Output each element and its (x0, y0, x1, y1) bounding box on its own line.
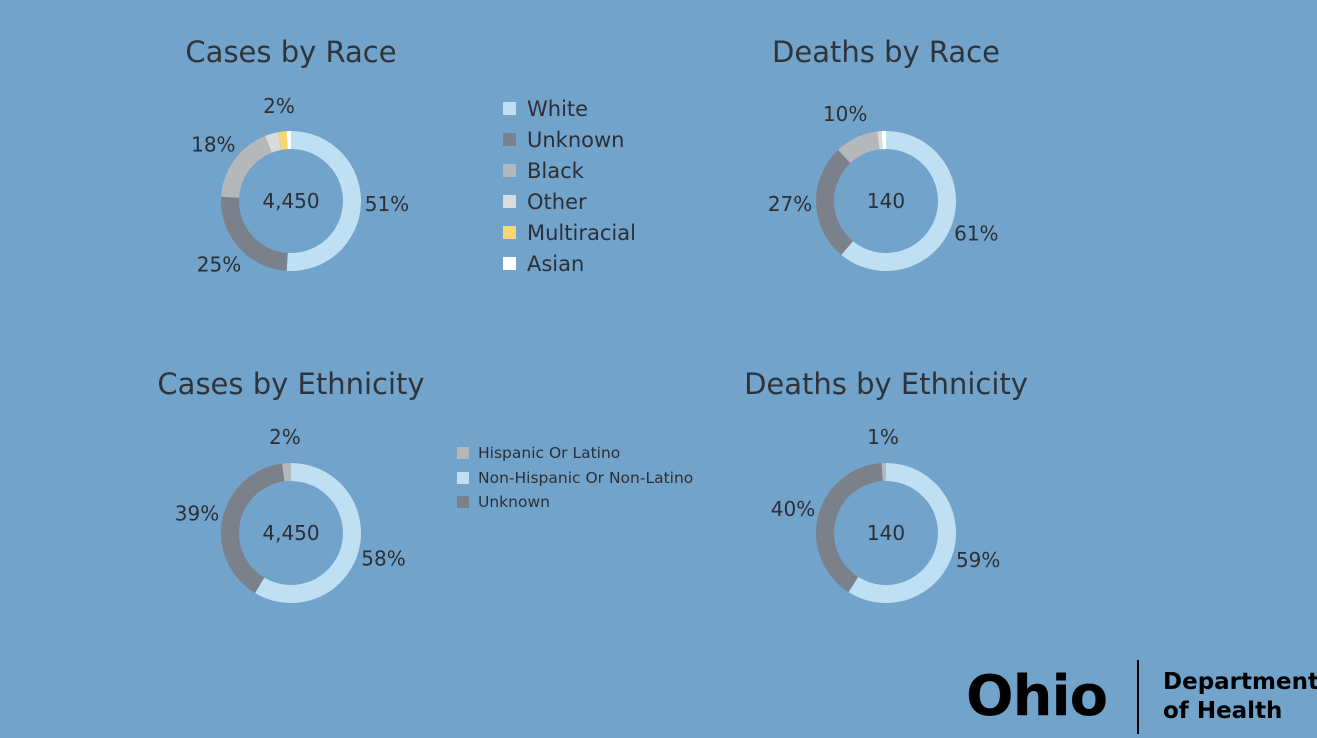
slice-percent-label: 2% (269, 425, 301, 449)
legend-swatch (457, 496, 469, 509)
deaths-by-race-title: Deaths by Race (772, 35, 1000, 69)
deaths-by-ethnicity-title: Deaths by Ethnicity (744, 367, 1028, 401)
donut-slice-unknown[interactable] (816, 149, 853, 255)
legend-swatch (457, 471, 469, 484)
legend-label: White (527, 96, 589, 121)
legend-label: Hispanic Or Latino (478, 444, 621, 463)
legend-label: Black (527, 158, 584, 183)
legend-label: Non-Hispanic Or Non-Latino (478, 468, 694, 487)
logo-line-2: of Health (1163, 698, 1283, 724)
donut-slice-black[interactable] (838, 131, 880, 164)
ethnicity-legend: Hispanic Or Latino Non-Hispanic Or Non-L… (457, 441, 693, 515)
legend-item-asian[interactable]: Asian (503, 248, 636, 279)
legend-item-multiracial[interactable]: Multiracial (503, 217, 636, 248)
slice-percent-label: 40% (771, 497, 815, 521)
slice-percent-label: 18% (191, 133, 235, 157)
cases-by-race-title: Cases by Race (185, 35, 397, 69)
legend-item-black[interactable]: Black (503, 155, 636, 186)
donut-slice-hispanic-or-latino[interactable] (881, 463, 886, 482)
donut-slice-unknown[interactable] (221, 196, 288, 271)
donut-center-total: 4,450 (262, 189, 319, 213)
slice-percent-label: 1% (867, 425, 899, 449)
logo-department-text: Department of Health (1163, 668, 1317, 726)
slice-percent-label: 58% (361, 547, 405, 571)
legend-item-unknown[interactable]: Unknown (503, 124, 636, 155)
legend-swatch (503, 195, 516, 208)
donut-center-total: 140 (867, 521, 905, 545)
slice-percent-label: 39% (175, 501, 219, 525)
slice-percent-label: 61% (954, 222, 998, 246)
donut-slice-white[interactable] (286, 131, 362, 271)
donut-slice-other[interactable] (877, 131, 883, 150)
donut-slice-non-hispanic-or-non-latino[interactable] (255, 463, 362, 604)
legend-item-unknown-ethnicity[interactable]: Unknown (457, 490, 693, 515)
logo-divider (1137, 660, 1139, 734)
donut-slice-asian[interactable] (881, 131, 886, 150)
legend-item-hispanic[interactable]: Hispanic Or Latino (457, 441, 693, 466)
legend-swatch (503, 226, 516, 239)
donut-center-total: 4,450 (262, 521, 319, 545)
donut-center-total: 140 (867, 189, 905, 213)
donut-slice-white[interactable] (841, 131, 956, 271)
legend-label: Multiracial (527, 220, 636, 245)
donut-slice-unknown[interactable] (221, 463, 285, 594)
legend-item-other[interactable]: Other (503, 186, 636, 217)
slice-percent-label: 51% (365, 192, 409, 216)
slice-percent-label: 2% (263, 94, 295, 118)
donut-slice-asian[interactable] (286, 131, 291, 150)
legend-label: Other (527, 189, 587, 214)
donut-slice-multiracial[interactable] (277, 131, 288, 150)
legend-label: Unknown (478, 493, 550, 512)
legend-label: Asian (527, 251, 585, 276)
logo-ohio-wordmark: Ohio (966, 664, 1108, 729)
donut-slice-non-hispanic-or-non-latino[interactable] (848, 463, 956, 603)
slice-percent-label: 25% (197, 252, 241, 276)
cases-by-ethnicity-title: Cases by Ethnicity (157, 367, 425, 401)
race-legend: White Unknown Black Other Multiracial As… (503, 93, 636, 279)
logo-line-1: Department (1163, 669, 1317, 695)
slice-percent-label: 10% (823, 102, 867, 126)
legend-swatch (503, 102, 516, 115)
legend-swatch (503, 164, 516, 177)
legend-swatch (503, 133, 516, 146)
legend-swatch (457, 447, 469, 460)
slice-percent-label: 59% (956, 548, 1000, 572)
legend-item-non-hispanic[interactable]: Non-Hispanic Or Non-Latino (457, 466, 693, 491)
legend-swatch (503, 257, 516, 270)
donut-slice-hispanic-or-latino[interactable] (282, 463, 291, 482)
legend-label: Unknown (527, 127, 625, 152)
legend-item-white[interactable]: White (503, 93, 636, 124)
donut-slice-black[interactable] (221, 135, 272, 198)
donut-slice-other[interactable] (265, 132, 282, 153)
donut-slice-unknown[interactable] (816, 463, 883, 593)
slice-percent-label: 27% (768, 192, 812, 216)
